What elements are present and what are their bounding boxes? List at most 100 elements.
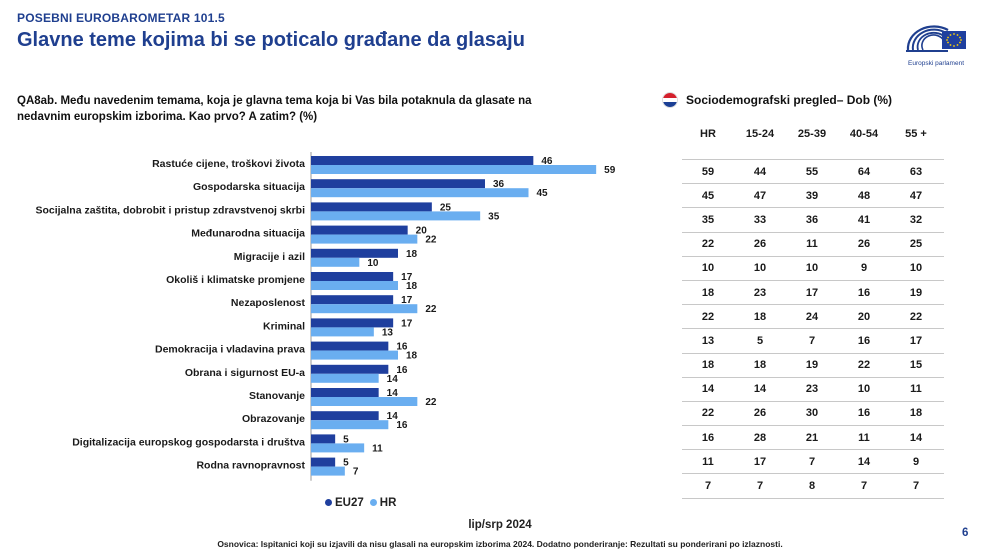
category-label: Rodna ravnopravnost: [196, 460, 305, 472]
data-label-hr: 18: [406, 281, 418, 292]
table-cell: 18: [909, 407, 923, 420]
table-cell: 16: [857, 407, 871, 420]
table-cell: 24: [805, 310, 819, 323]
table-cell: 10: [753, 262, 767, 275]
table-cell: 7: [808, 334, 816, 347]
table-cell: 16: [857, 334, 871, 347]
table-cell: 7: [912, 480, 920, 493]
table-cell: 23: [753, 286, 767, 299]
category-label: Okoliš i klimatske promjene: [166, 274, 305, 286]
data-label-eu27: 14: [387, 388, 399, 399]
data-label-eu27: 18: [406, 249, 418, 260]
bar-hr: [311, 304, 418, 314]
bar-hr: [311, 211, 481, 221]
bar-eu27: [311, 272, 394, 281]
bar-eu27: [311, 225, 408, 235]
data-label-eu27: 25: [440, 202, 452, 213]
bar-hr: [311, 327, 374, 337]
bar-hr: [311, 373, 379, 383]
data-label-eu27: 16: [396, 342, 408, 353]
chart-legend: EU27 HR: [325, 497, 396, 509]
bar-hr: [311, 350, 398, 360]
bar-eu27: [311, 341, 389, 351]
data-label-hr: 59: [604, 165, 616, 176]
data-label-eu27: 20: [416, 226, 428, 237]
legend-item-eu27: EU27: [325, 497, 364, 509]
parliament-emblem-icon: [906, 25, 966, 52]
data-label-hr: 22: [425, 235, 437, 246]
legend-swatch-eu27: [325, 499, 332, 507]
table-row: 18 23 17 16 19: [682, 281, 944, 306]
table-cell: 10: [909, 262, 923, 275]
table-cell: 15: [909, 359, 923, 372]
table-cell: 23: [805, 383, 819, 396]
table-column-header: 15-24: [745, 128, 775, 140]
table-cell: 63: [909, 165, 923, 178]
data-label-eu27: 5: [343, 434, 349, 445]
bar-eu27: [311, 457, 336, 467]
bar-hr: [311, 281, 398, 290]
table-cell: 11: [702, 455, 714, 468]
table-row: 45 47 39 48 47: [682, 184, 944, 209]
bar-hr: [311, 234, 418, 244]
table-row: 22 26 11 26 25: [682, 233, 944, 257]
bar-hr: [311, 397, 418, 406]
table-cell: 11: [910, 383, 922, 396]
table-cell: 17: [909, 334, 923, 347]
table-cell: 26: [753, 238, 767, 251]
table-cell: 30: [805, 407, 819, 420]
table-cell: 11: [858, 431, 870, 444]
table-row: 11 17 7 14 9: [682, 450, 944, 475]
table-row: 18 18 19 22 15: [682, 354, 944, 378]
table-cell: 19: [909, 286, 923, 299]
bar-hr: [311, 165, 597, 174]
table-cell: 7: [704, 480, 712, 493]
table-title-text: Sociodemografski pregled– Dob (%): [686, 93, 893, 107]
bar-eu27: [311, 295, 394, 305]
table-cell: 45: [701, 189, 715, 202]
table-cell: 9: [912, 455, 920, 468]
table-body: 59 44 55 64 63 45 47 39 48 47 35 33 36 41 32 22 26 11 26 25…: [682, 159, 944, 499]
table-cell: 16: [701, 431, 715, 444]
data-label-hr: 22: [425, 304, 437, 315]
category-label: Kriminal: [263, 320, 305, 332]
bar-eu27: [311, 388, 379, 397]
table-cell: 22: [857, 359, 871, 372]
table-row: 10 10 10 9 10: [682, 257, 944, 281]
table-header: HR 15-24 25-39 40-54 55 +: [682, 128, 944, 146]
table-cell: 11: [806, 238, 818, 251]
footnote: Osnovica: Ispitanici koji su izjavili da…: [217, 539, 783, 549]
data-label-eu27: 16: [396, 365, 408, 376]
table-row: 7 7 8 7 7: [682, 474, 944, 499]
table-row: 35 33 36 41 32: [682, 208, 944, 233]
data-label-hr: 16: [396, 420, 408, 431]
table-cell: 19: [805, 359, 819, 372]
table-cell: 44: [753, 165, 767, 178]
category-label: Stanovanje: [249, 390, 305, 402]
legend-swatch-hr: [369, 499, 377, 507]
bar-chart: Rastuće cijene, troškovi života 46 59 Gospo…: [35, 152, 616, 481]
category-label: Socijalna zaštita, dobrobit i pristup zd…: [35, 204, 305, 216]
data-label-hr: 35: [488, 211, 500, 222]
data-label-hr: 45: [537, 188, 549, 199]
bar-eu27: [311, 411, 379, 421]
data-label-eu27: 17: [401, 272, 413, 283]
bar-eu27: [311, 434, 336, 444]
bar-hr: [311, 420, 389, 430]
data-label-hr: 22: [425, 397, 437, 408]
table-cell: 10: [857, 383, 871, 396]
table-cell: 41: [857, 213, 871, 226]
table-cell: 5: [756, 334, 764, 347]
table-cell: 22: [701, 407, 715, 420]
table-cell: 18: [701, 286, 715, 299]
table-cell: 7: [756, 480, 764, 493]
table-cell: 13: [701, 334, 715, 347]
data-label-eu27: 5: [343, 458, 349, 469]
data-label-hr: 7: [353, 467, 359, 478]
survey-period: lip/srp 2024: [468, 519, 532, 531]
table-cell: 25: [909, 238, 923, 251]
table-cell: 21: [805, 431, 819, 444]
table-cell: 32: [909, 213, 923, 226]
category-label: Digitalizacija europskog gospodarsta i d…: [72, 436, 305, 448]
survey-question: QA8ab. Među navedenim temama, koja je gl…: [17, 95, 532, 123]
